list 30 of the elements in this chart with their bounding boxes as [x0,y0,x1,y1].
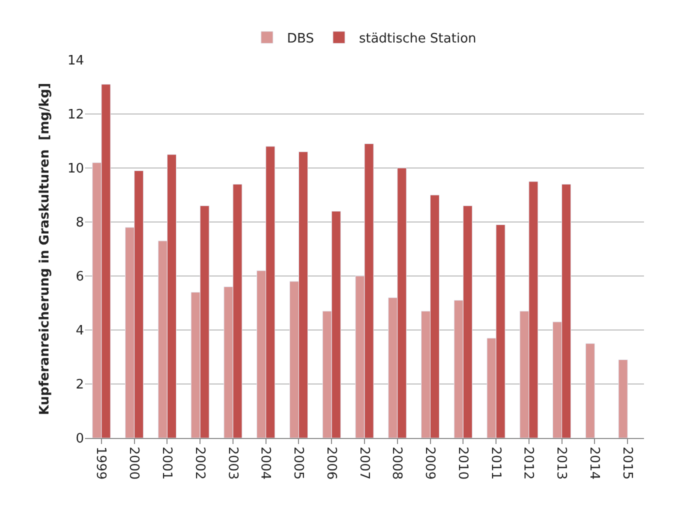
y-tick-label: 10 [67,162,84,177]
y-tick-label: 12 [67,108,84,123]
x-tick-label: 2010 [454,446,470,480]
bar [585,343,595,438]
y-tick-label: 8 [76,216,84,231]
y-tick-label: 2 [76,378,84,393]
y-tick-label: 6 [76,270,84,285]
x-tick-label: 2005 [290,446,306,480]
y-tick-label: 4 [76,324,84,339]
x-tick-label: 2006 [323,446,338,480]
x-tick-label: 2002 [192,446,207,480]
x-tick-label: 2009 [422,446,438,480]
x-tick-label: 2013 [554,446,569,480]
x-tick-label: 2001 [158,446,174,480]
x-tick-label: 2004 [258,446,273,480]
x-tick-label: 2007 [356,446,372,480]
x-tick-label: 2012 [520,446,536,480]
bar [618,359,628,438]
x-tick-label: 1999 [93,446,108,480]
y-axis-title: Kupferanreicherung in Graskulturen [mg/kg] [37,82,52,416]
x-tick-label: 2014 [586,446,602,480]
y-tick-label: 14 [67,54,84,69]
legend-label: DBS [287,31,314,46]
x-tick-label: 2003 [224,446,240,480]
y-tick-label: 0 [76,432,84,447]
x-tick-label: 2015 [619,446,634,480]
x-tick-label: 2000 [126,446,142,480]
x-tick-label: 2008 [389,446,404,480]
legend-label: städtische Station [358,31,476,46]
x-tick-label: 2011 [488,446,503,480]
